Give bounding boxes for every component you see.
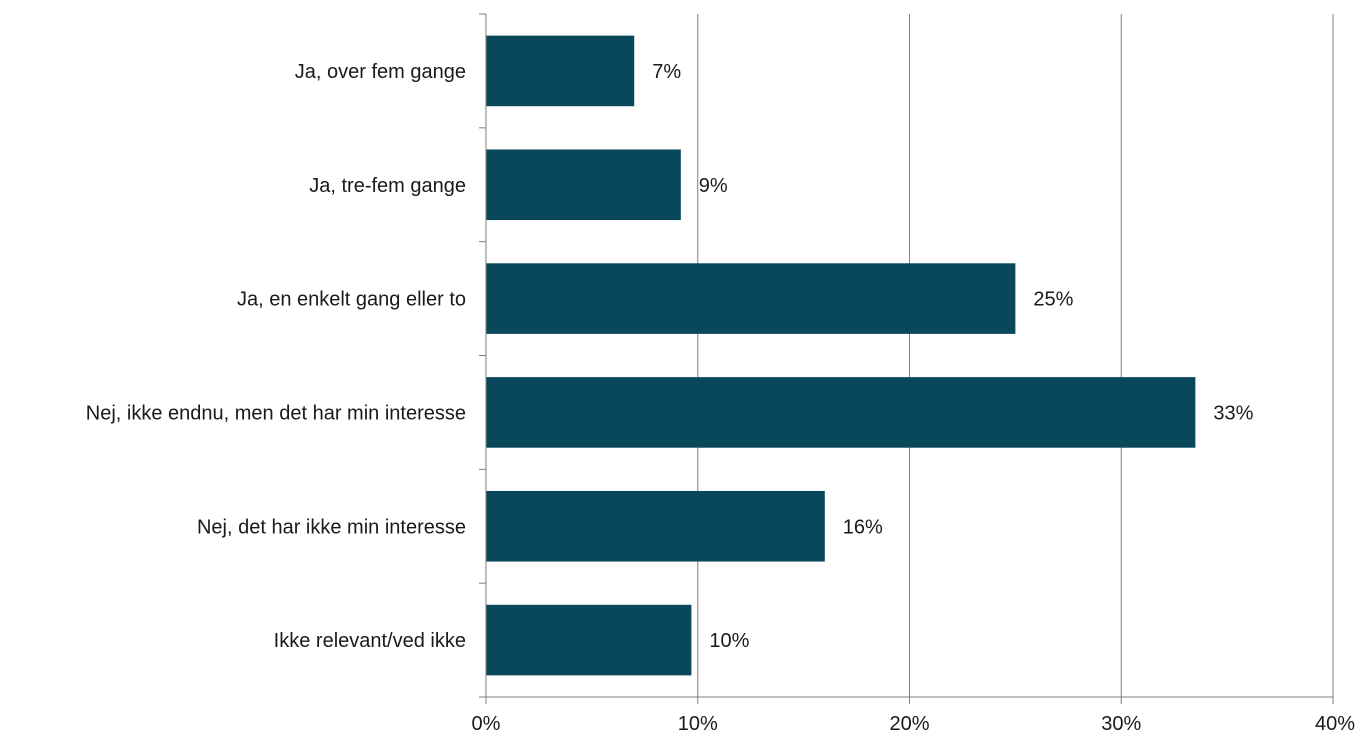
x-tick-label-0: 0% [472,713,501,734]
axes [479,13,1334,704]
category-label-2: Ja, en enkelt gang eller to [237,289,466,311]
category-label-1: Ja, tre-fem gange [309,175,466,197]
gridlines [697,14,1334,697]
labels: 7% Ja, over fem gange 9% Ja, tre-fem gange 2… [86,61,1355,735]
category-label-3: Nej, ikke endnu, men det har min interes… [86,402,466,424]
bar-2 [486,263,1016,334]
category-label-5: Ikke relevant/ved ikke [274,630,466,652]
data-label-5: 10% [709,630,749,652]
data-label-0: 7% [652,61,681,83]
x-tick-label-3: 30% [1101,713,1141,734]
bars [486,35,1196,676]
data-label-1: 9% [699,175,728,197]
data-label-4: 16% [843,516,883,538]
x-tick-label-1: 10% [678,713,718,734]
bar-0 [486,35,635,107]
bar-3 [486,377,1196,448]
x-tick-label-4: 40% [1315,713,1355,734]
category-label-4: Nej, det har ikke min interesse [197,516,466,538]
bar-1 [486,149,681,221]
bar-4 [486,490,825,562]
bar-5 [486,604,692,676]
category-label-0: Ja, over fem gange [295,61,466,83]
data-label-2: 25% [1033,289,1073,311]
data-label-3: 33% [1213,402,1253,424]
x-tick-label-2: 20% [889,713,929,734]
